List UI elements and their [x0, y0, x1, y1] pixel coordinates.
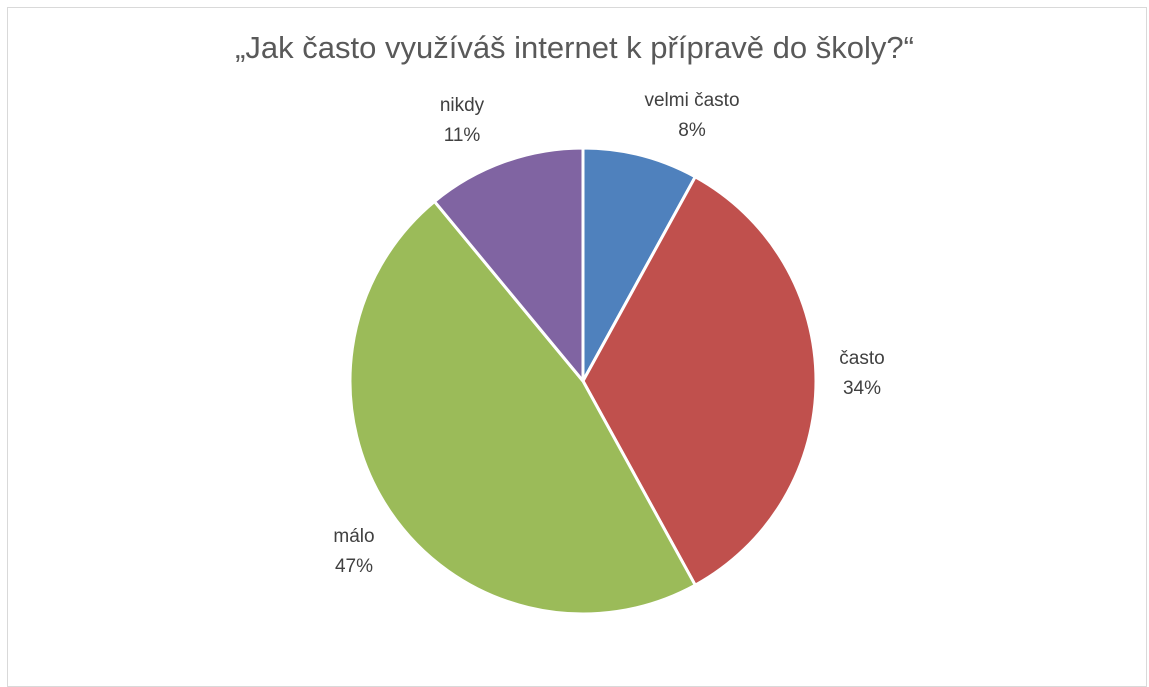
pie-slice-1 [581, 175, 818, 587]
data-label-0: velmi často 8% [644, 90, 739, 141]
data-label-3: nikdy 11% [440, 95, 485, 146]
pie-slice-0 [581, 146, 697, 383]
data-label-1: často 34% [839, 348, 884, 399]
pie-slice-3 [432, 146, 585, 383]
data-label-2: málo 47% [333, 526, 374, 577]
chart-title: „Jak často využíváš internet k přípravě … [235, 30, 914, 65]
pie-slice-2 [348, 199, 697, 616]
